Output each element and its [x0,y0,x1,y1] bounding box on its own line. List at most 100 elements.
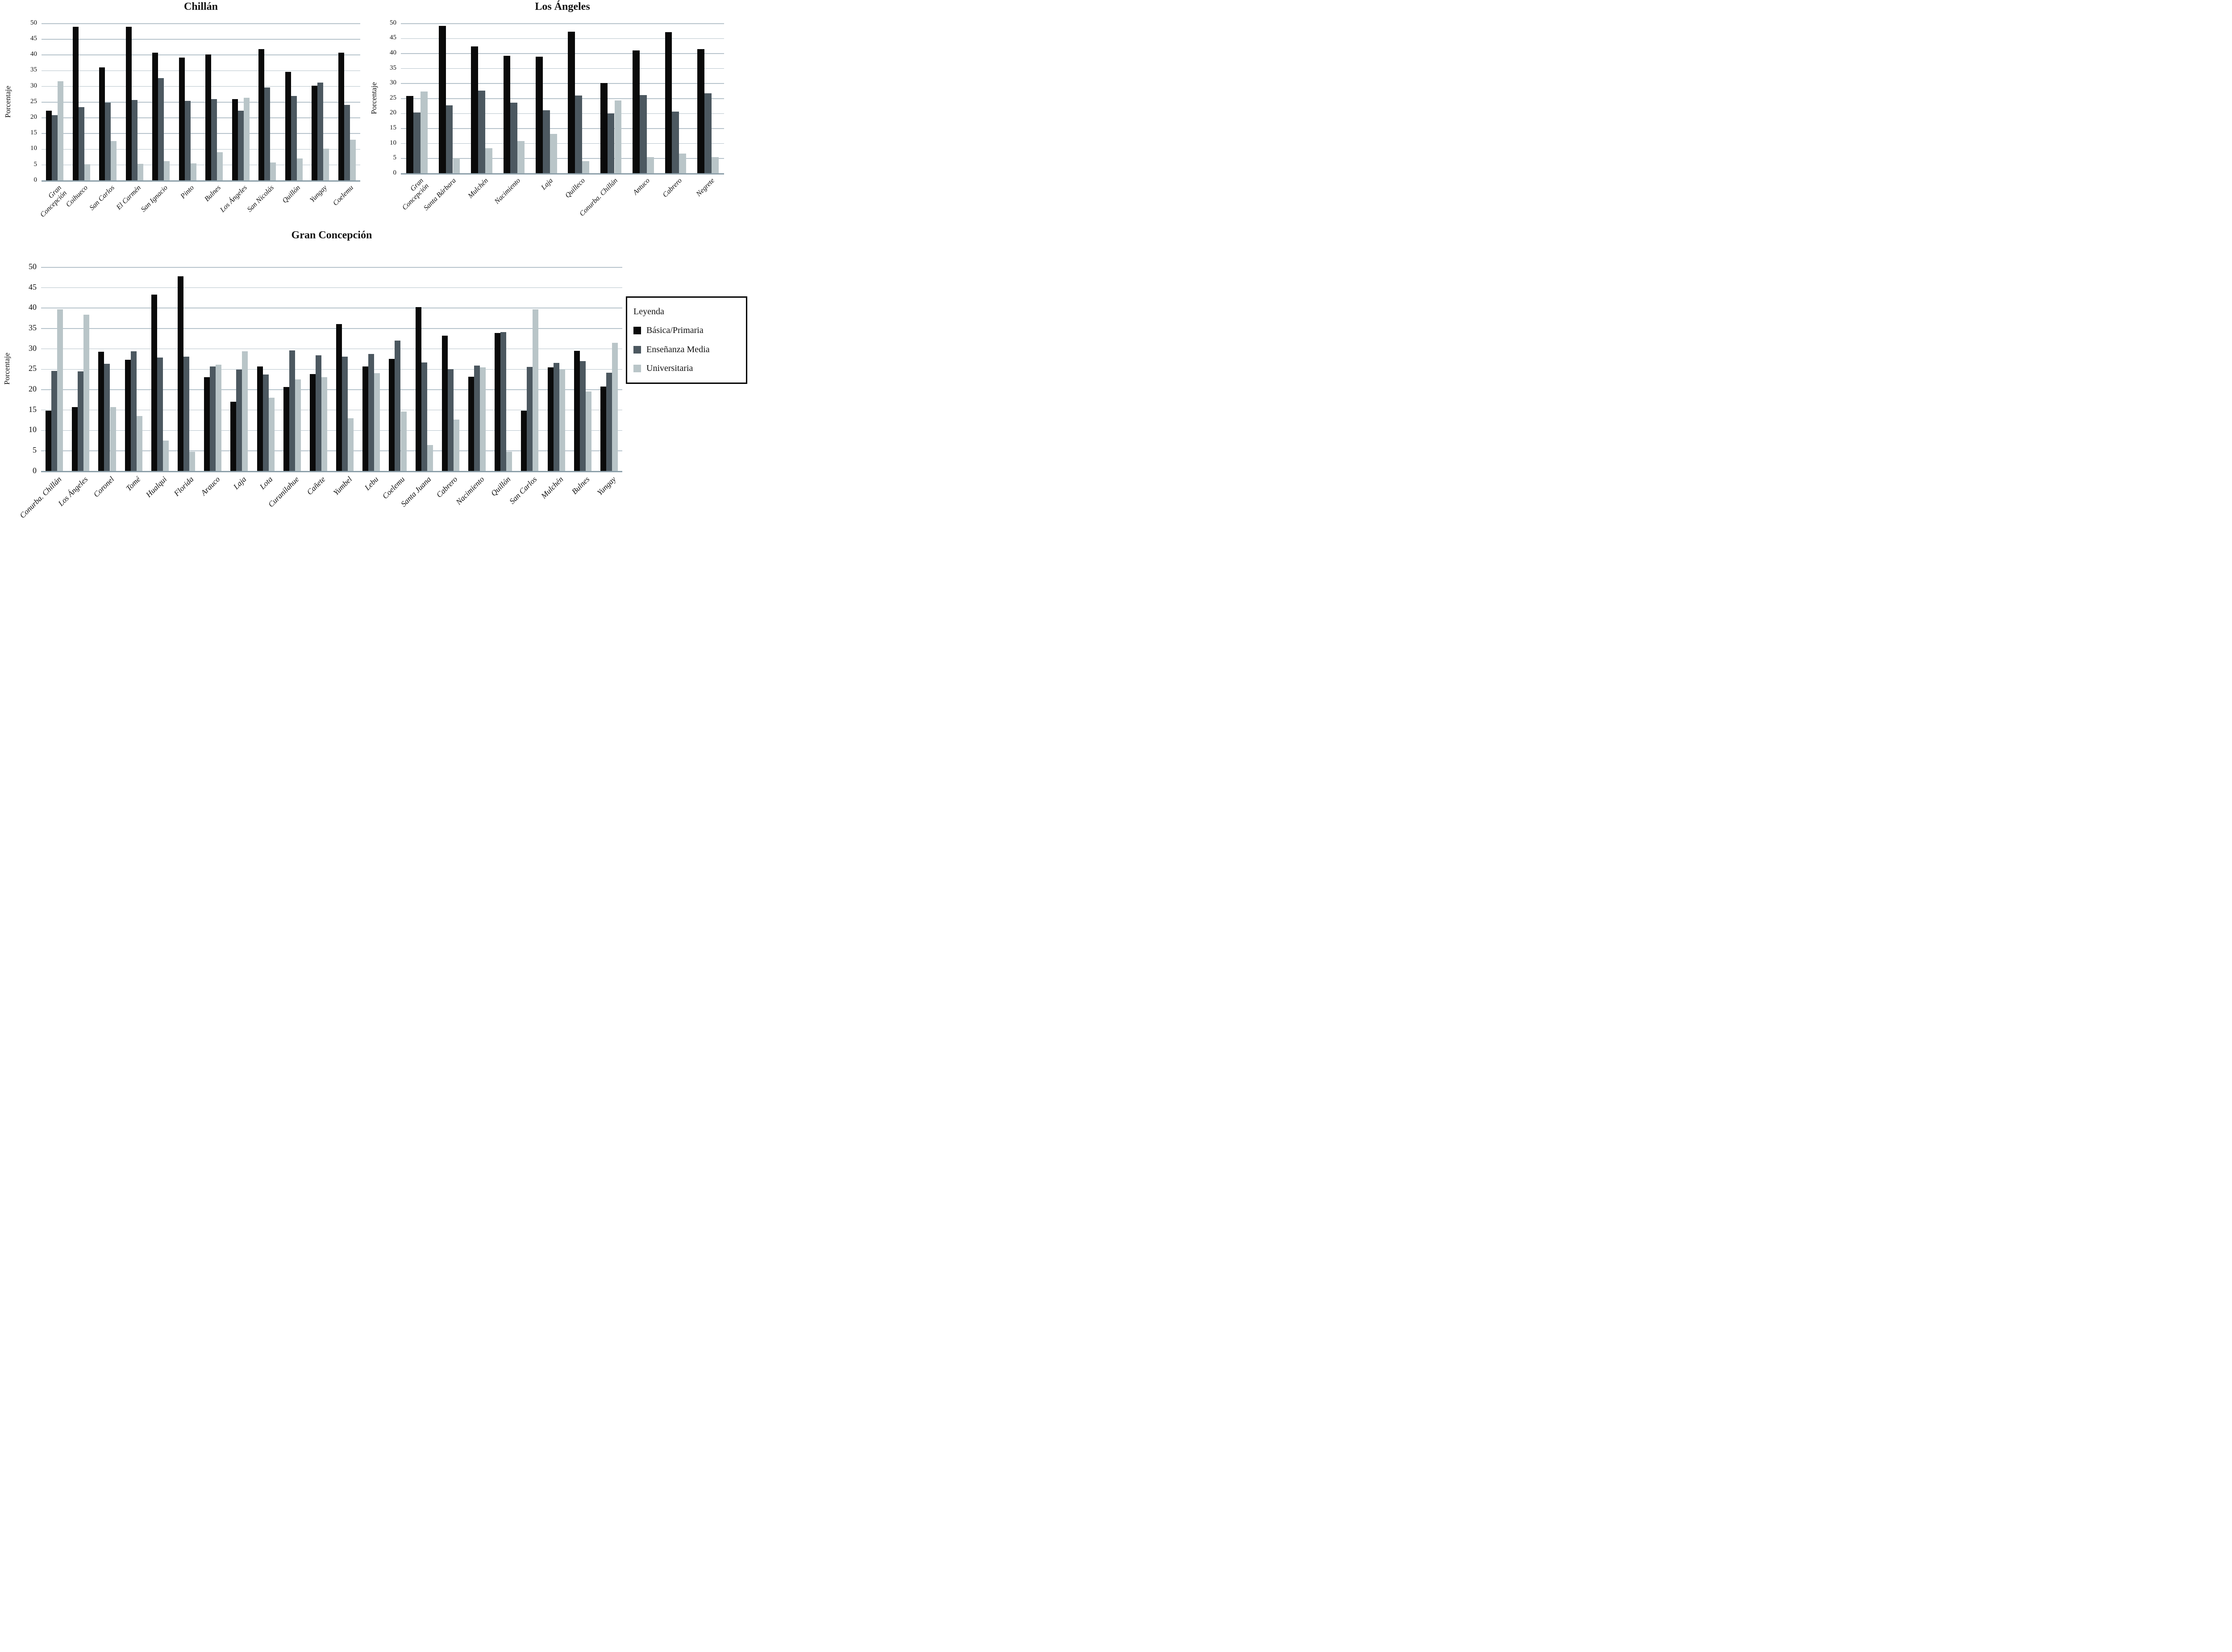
bar [232,99,238,180]
bar [152,53,158,180]
bar [84,164,90,180]
bar [395,340,401,471]
gridline [41,389,622,390]
bar [495,333,501,471]
bar [243,97,250,180]
bar [125,27,132,180]
bar [217,152,223,180]
gridline [42,86,360,87]
bar [78,107,84,180]
y-tick-label: 5 [33,160,37,168]
bar [362,366,369,471]
gridline [41,348,622,350]
legend-item-basica: Básica/Primaria [633,325,740,336]
bar [309,374,316,471]
bar [130,351,137,471]
bar [296,158,303,180]
bar [204,377,210,471]
bar [374,373,380,471]
y-tick-label: 25 [30,97,37,105]
bar [478,91,485,173]
y-tick-label: 0 [393,169,397,176]
bar [527,366,533,471]
bar [614,100,622,173]
bar [633,50,640,173]
bar [205,54,212,180]
y-tick-label: 25 [29,364,37,373]
bar [711,157,719,173]
bar [46,410,52,471]
bar [600,386,606,471]
bar [447,369,454,471]
bar [612,343,618,471]
bar [606,372,612,471]
y-tick-label: 30 [29,343,37,353]
bar [216,365,222,471]
bar [111,141,117,180]
chart-title-chillan: Chillán [183,1,218,12]
bar [104,363,110,471]
bar [679,153,687,173]
legend-swatch-ensenanza-media-icon [633,345,641,354]
gridline [41,369,622,370]
gridline [41,267,622,268]
gridline [42,23,360,24]
bar [98,352,104,471]
gridline [42,39,360,40]
bar [125,360,131,471]
bar [438,26,446,173]
gridline [401,68,724,69]
bar [211,99,217,180]
bar [510,103,518,173]
bar [137,164,143,180]
bar [51,371,58,471]
bar [258,49,265,180]
legend-item-universitaria: Universitaria [633,363,740,374]
y-tick-label: 30 [30,82,37,89]
legend: Leyenda Básica/Primaria Enseñanza Media … [626,296,747,384]
bar [295,379,301,471]
bar [321,377,327,471]
bar [542,110,550,173]
bar [471,46,478,173]
bar [421,92,428,173]
bar [568,31,575,173]
bar [704,93,712,173]
bar [506,452,512,471]
bar [291,96,297,180]
bar [446,105,453,173]
bar [157,357,163,471]
gridline [41,287,622,288]
bar [453,419,459,471]
figure-bar-charts: Chillán Los Ángeles Gran Concepción Porc… [0,0,750,550]
bar [57,309,63,471]
bar [72,27,79,180]
bar [242,351,248,471]
gridline [42,149,360,150]
bar [164,161,170,180]
bar [600,83,608,173]
y-tick-label: 20 [30,113,37,121]
bar [264,87,271,180]
gridline [401,143,724,144]
bar [582,161,590,173]
bar [413,112,421,173]
bar [257,366,263,471]
bar [230,401,237,471]
y-tick-label: 0 [33,466,37,475]
gridline [42,54,360,55]
bar [210,366,216,471]
bar [237,111,244,180]
bar [190,163,196,180]
gridline [401,113,724,114]
gridline [42,133,360,134]
bar [336,324,342,471]
y-tick-label: 5 [33,445,37,455]
gridline [41,450,622,451]
bar [521,410,527,471]
x-axis-label: Negrete [695,177,716,198]
bar [453,158,460,173]
legend-label-universitaria: Universitaria [646,363,693,374]
gridline [41,409,622,411]
bar [535,56,543,173]
